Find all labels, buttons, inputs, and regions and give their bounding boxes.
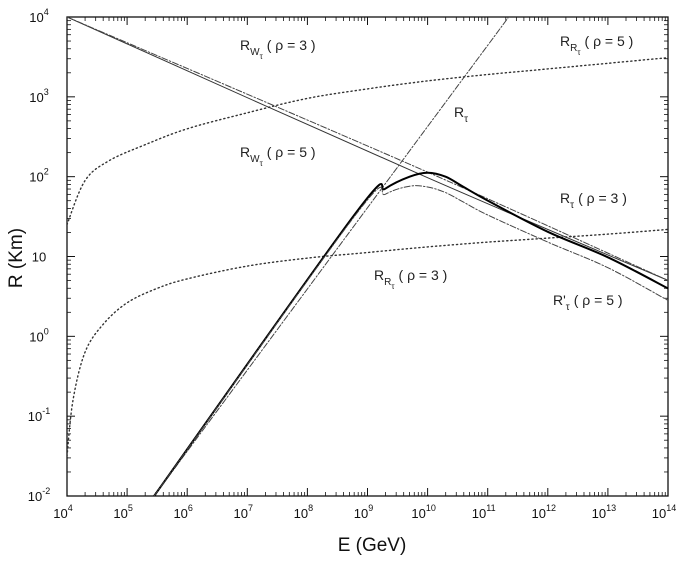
annotation-text: RRτ( ρ = 3 ) [374, 267, 447, 291]
x-tick-label: 1011 [472, 503, 496, 521]
annotation-rt3: Rτ( ρ = 3 ) [560, 190, 627, 211]
series-line-2 [153, 17, 510, 496]
series-line-3 [67, 57, 668, 226]
x-tick-label: 106 [173, 503, 192, 521]
x-tick-label: 104 [53, 503, 72, 521]
annotation-text: R'τ( ρ = 5 ) [553, 292, 623, 313]
x-tick-label: 1013 [592, 503, 616, 521]
annotation-rw5: RWτ( ρ = 5 ) [240, 144, 316, 168]
x-axis-title: E (GeV) [338, 535, 407, 556]
y-tick-label: 10 [32, 250, 46, 265]
x-tick-label: 109 [354, 503, 373, 521]
x-tick-label: 107 [234, 503, 253, 521]
x-tick-label: 1010 [411, 503, 435, 521]
x-tick-label: 105 [113, 503, 132, 521]
series-line-1 [67, 17, 668, 281]
annotation-rt: Rτ [454, 104, 468, 125]
y-tick-label: 102 [29, 167, 48, 185]
annotation-rr3: RRτ( ρ = 3 ) [374, 267, 447, 291]
annotation-rtp5: R'τ( ρ = 5 ) [553, 292, 623, 313]
y-tick-label: 104 [29, 7, 48, 25]
series-line-4 [67, 228, 668, 457]
annotation-text: Rτ [454, 104, 468, 125]
series-line-6 [153, 185, 668, 496]
annotation-text: RWτ( ρ = 5 ) [240, 144, 316, 168]
annotation-text: RWτ( ρ = 3 ) [240, 37, 316, 61]
annotation-text: Rτ( ρ = 3 ) [560, 190, 627, 211]
y-tick-label: 10-2 [28, 486, 50, 504]
series-line-5 [153, 171, 668, 496]
annotation-rw3: RWτ( ρ = 3 ) [240, 37, 316, 61]
y-tick-label: 100 [29, 326, 48, 344]
y-axis-title: R (Km) [6, 228, 27, 288]
annotation-rr5: RRτ( ρ = 5 ) [560, 33, 633, 57]
x-tick-label: 1012 [532, 503, 556, 521]
annotation-text: RRτ( ρ = 5 ) [560, 33, 633, 57]
x-tick-label: 108 [294, 503, 313, 521]
series-line-0 [67, 17, 668, 281]
x-tick-label: 1014 [652, 503, 676, 521]
y-tick-label: 10-1 [28, 406, 50, 424]
y-tick-label: 103 [29, 87, 48, 105]
